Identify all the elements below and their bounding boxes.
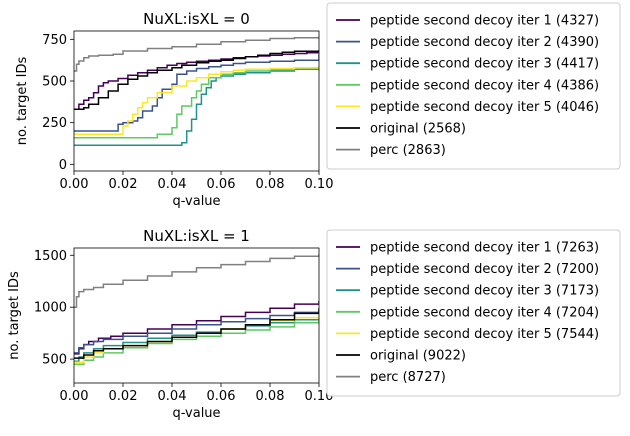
plot-frame [73,247,320,384]
x-tick-label: 0.08 [256,177,285,192]
legend-label: peptide second decoy iter 5 (4046) [370,100,599,115]
legend-label: original (9022) [370,349,466,364]
y-tick-label: 500 [42,75,67,90]
legend: peptide second decoy iter 1 (4327) peptid… [326,2,621,170]
x-tick-label: 0.00 [60,389,89,404]
series-line-6 [74,50,319,111]
series-line-5 [74,66,319,136]
series-line-3 [74,66,319,146]
legend-box [326,2,621,170]
x-tick-label: 0.02 [109,177,138,192]
series-line-6 [74,308,319,359]
y-axis-title: no. target IDs [15,57,30,146]
legend-label: peptide second decoy iter 4 (7204) [370,305,599,320]
x-tick-label: 0.10 [305,177,334,192]
chart-title: NuXL:isXL = 1 [143,227,250,245]
y-tick-label: 1000 [34,301,67,316]
x-tick-label: 0.10 [305,389,334,404]
y-tick-label: 1500 [34,249,67,264]
series-line-7 [74,254,319,308]
legend-label: peptide second decoy iter 2 (4390) [370,35,599,50]
series-line-2 [74,54,319,132]
x-axis-title: q-value [172,406,220,421]
y-tick-label: 250 [42,116,67,131]
legend-label: peptide second decoy iter 1 (7263) [370,241,599,256]
legend-label: peptide second decoy iter 4 (4386) [370,78,599,93]
chart-title: NuXL:isXL = 0 [143,10,250,28]
x-tick-label: 0.08 [256,389,285,404]
legend-label: peptide second decoy iter 5 (7544) [370,327,599,342]
legend-box [326,229,621,397]
legend-label: original (2568) [370,122,466,137]
legend-label: perc (2863) [370,143,446,158]
x-tick-label: 0.06 [207,389,236,404]
x-tick-label: 0.02 [109,389,138,404]
chart-isxl-1: 0.00 0.02 0.04 0.06 0.08 0.10 500 1000 1500 NuXL:… [7,227,621,421]
series-group [74,36,319,146]
y-axis-title: no. target IDs [7,271,22,360]
x-tick-label: 0.06 [207,177,236,192]
x-tick-label: 0.04 [158,177,187,192]
x-tick-label: 0.04 [158,389,187,404]
legend: peptide second decoy iter 1 (7263) peptid… [326,229,621,397]
y-tick-label: 750 [42,33,67,48]
series-group [74,254,319,366]
y-tick-label: 500 [42,353,67,368]
series-line-4 [74,66,319,139]
chart-isxl-0: 0.00 0.02 0.04 0.06 0.08 0.10 0 250 500 750 NuXL:i… [15,2,621,209]
legend-label: peptide second decoy iter 3 (7173) [370,284,599,299]
series-line-2 [74,310,319,354]
y-tick-label: 0 [59,158,67,173]
plot-frame [73,30,320,172]
x-tick-label: 0.00 [60,177,89,192]
x-axis-title: q-value [172,194,220,209]
series-line-7 [74,36,319,72]
legend-label: perc (8727) [370,370,446,385]
legend-label: peptide second decoy iter 3 (4417) [370,57,599,72]
legend-label: peptide second decoy iter 2 (7200) [370,262,599,277]
legend-label: peptide second decoy iter 1 (4327) [370,14,599,29]
